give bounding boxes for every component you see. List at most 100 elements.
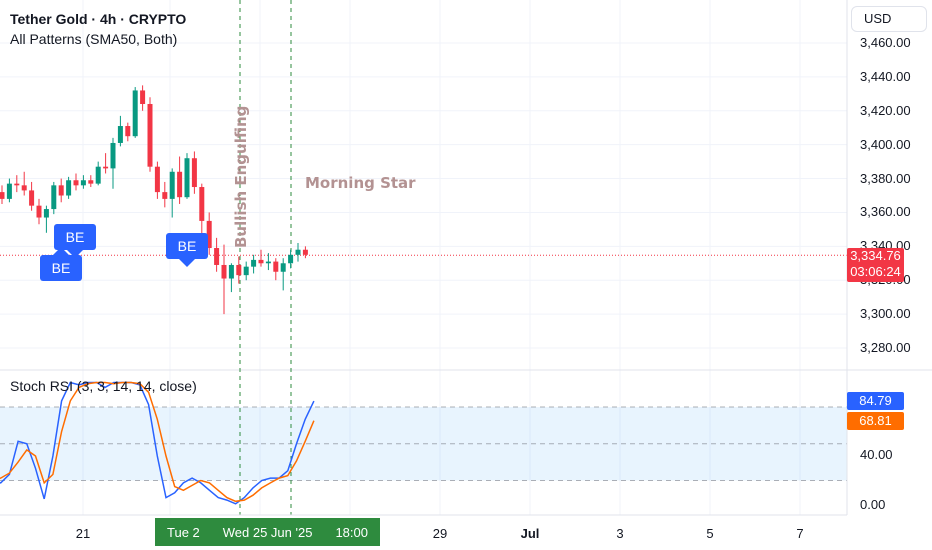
candle[interactable] — [147, 97, 153, 172]
morning-star-label: Morning Star — [305, 174, 416, 192]
candle-body — [236, 264, 242, 276]
candle[interactable] — [110, 137, 116, 189]
time-tick: 29 — [432, 526, 448, 541]
candle[interactable] — [273, 258, 279, 281]
candle[interactable] — [214, 237, 220, 272]
candle-body — [36, 205, 42, 218]
candle-body — [191, 158, 197, 188]
candle-body — [117, 126, 123, 143]
candle[interactable] — [36, 198, 42, 225]
be-pattern-tag[interactable]: BE — [54, 224, 96, 258]
candle[interactable] — [103, 153, 109, 174]
candle-body — [273, 261, 279, 272]
candle-body — [80, 180, 86, 186]
candle-body — [221, 264, 227, 279]
stoch-rsi-d-value: 68.81 — [847, 412, 904, 430]
candle-body — [21, 185, 27, 191]
candle-body — [280, 263, 286, 272]
candle[interactable] — [51, 181, 57, 215]
candle-body — [214, 248, 220, 265]
candle-body — [162, 192, 168, 199]
price-tick: 3,380.00 — [860, 170, 911, 186]
candle[interactable] — [169, 168, 175, 218]
candle[interactable] — [199, 183, 205, 242]
indicator-title[interactable]: All Patterns (SMA50, Both) — [10, 31, 178, 47]
time-tick: 7 — [796, 526, 804, 541]
candlestick-series[interactable] — [0, 85, 308, 315]
stoch-rsi-k-value: 84.79 — [847, 392, 904, 410]
candle[interactable] — [206, 212, 212, 255]
stoch-rsi-tick: 0.00 — [860, 497, 886, 512]
candle[interactable] — [258, 249, 264, 267]
candle-body — [14, 183, 20, 186]
be-pattern-tag[interactable]: BE — [40, 247, 82, 281]
candle-body — [58, 185, 64, 196]
candle-body — [147, 104, 153, 167]
current-price-tag: 3,334.76 03:06:24 — [847, 248, 904, 282]
candle-body — [88, 180, 94, 184]
be-pattern-tag[interactable]: BE — [166, 233, 208, 267]
candle[interactable] — [0, 185, 5, 204]
price-tick: 3,280.00 — [860, 340, 911, 355]
candle[interactable] — [43, 205, 49, 233]
candle-body — [51, 185, 57, 210]
price-tick: 3,300.00 — [860, 306, 911, 322]
symbol-title[interactable]: Tether Gold · 4h · CRYPTO — [10, 11, 187, 27]
candle[interactable] — [14, 175, 20, 193]
candle-body — [199, 187, 205, 221]
candle[interactable] — [236, 256, 242, 284]
candle[interactable] — [243, 261, 249, 281]
candle[interactable] — [302, 246, 308, 259]
candle-body — [73, 180, 79, 186]
candle-body — [206, 220, 212, 249]
candle[interactable] — [280, 258, 286, 291]
candle[interactable] — [295, 242, 301, 262]
candle[interactable] — [177, 156, 183, 204]
candle[interactable] — [6, 178, 12, 203]
crosshair-time: 18:00 — [335, 524, 368, 540]
candle-body — [125, 126, 131, 137]
price-tick: 3,420.00 — [860, 102, 911, 118]
candle[interactable] — [140, 85, 146, 111]
candle[interactable] — [288, 249, 294, 269]
time-tick: 21 — [75, 526, 91, 541]
candle[interactable] — [154, 161, 160, 199]
candle[interactable] — [191, 151, 197, 194]
candle[interactable] — [66, 176, 72, 199]
candle[interactable] — [21, 171, 27, 196]
stoch-rsi-d-line — [0, 381, 315, 503]
price-tick: 3,460.00 — [860, 35, 911, 50]
candle-body — [184, 158, 190, 198]
stoch-rsi-reference-lines — [0, 406, 847, 481]
candle-body — [6, 183, 12, 199]
currency-button[interactable]: USD — [851, 6, 927, 32]
candle[interactable] — [125, 122, 131, 142]
time-tick: 5 — [706, 526, 714, 541]
candle[interactable] — [80, 175, 86, 189]
candle[interactable] — [29, 181, 35, 211]
candle[interactable] — [117, 115, 123, 147]
candle-body — [140, 90, 146, 104]
stoch-rsi-title[interactable]: Stoch RSI (3, 3, 14, 14, close) — [10, 378, 197, 394]
candle[interactable] — [221, 244, 227, 315]
price-tick: 3,360.00 — [860, 204, 911, 220]
candle-body — [177, 171, 183, 198]
candle[interactable] — [184, 153, 190, 199]
candle-body — [265, 261, 271, 264]
candle-body — [169, 171, 175, 199]
candle[interactable] — [265, 253, 271, 271]
candle[interactable] — [132, 87, 138, 138]
candle[interactable] — [58, 178, 64, 203]
candle[interactable] — [88, 175, 94, 188]
candle[interactable] — [73, 173, 79, 191]
stoch-rsi-k-line — [0, 381, 315, 505]
candle-body — [243, 266, 249, 276]
candle-body — [295, 249, 301, 255]
candle[interactable] — [228, 263, 234, 293]
candle[interactable] — [251, 254, 257, 274]
price-tick: 3,400.00 — [860, 136, 911, 152]
candle-body — [251, 259, 257, 267]
candle[interactable] — [95, 161, 101, 186]
candle[interactable] — [162, 181, 168, 208]
